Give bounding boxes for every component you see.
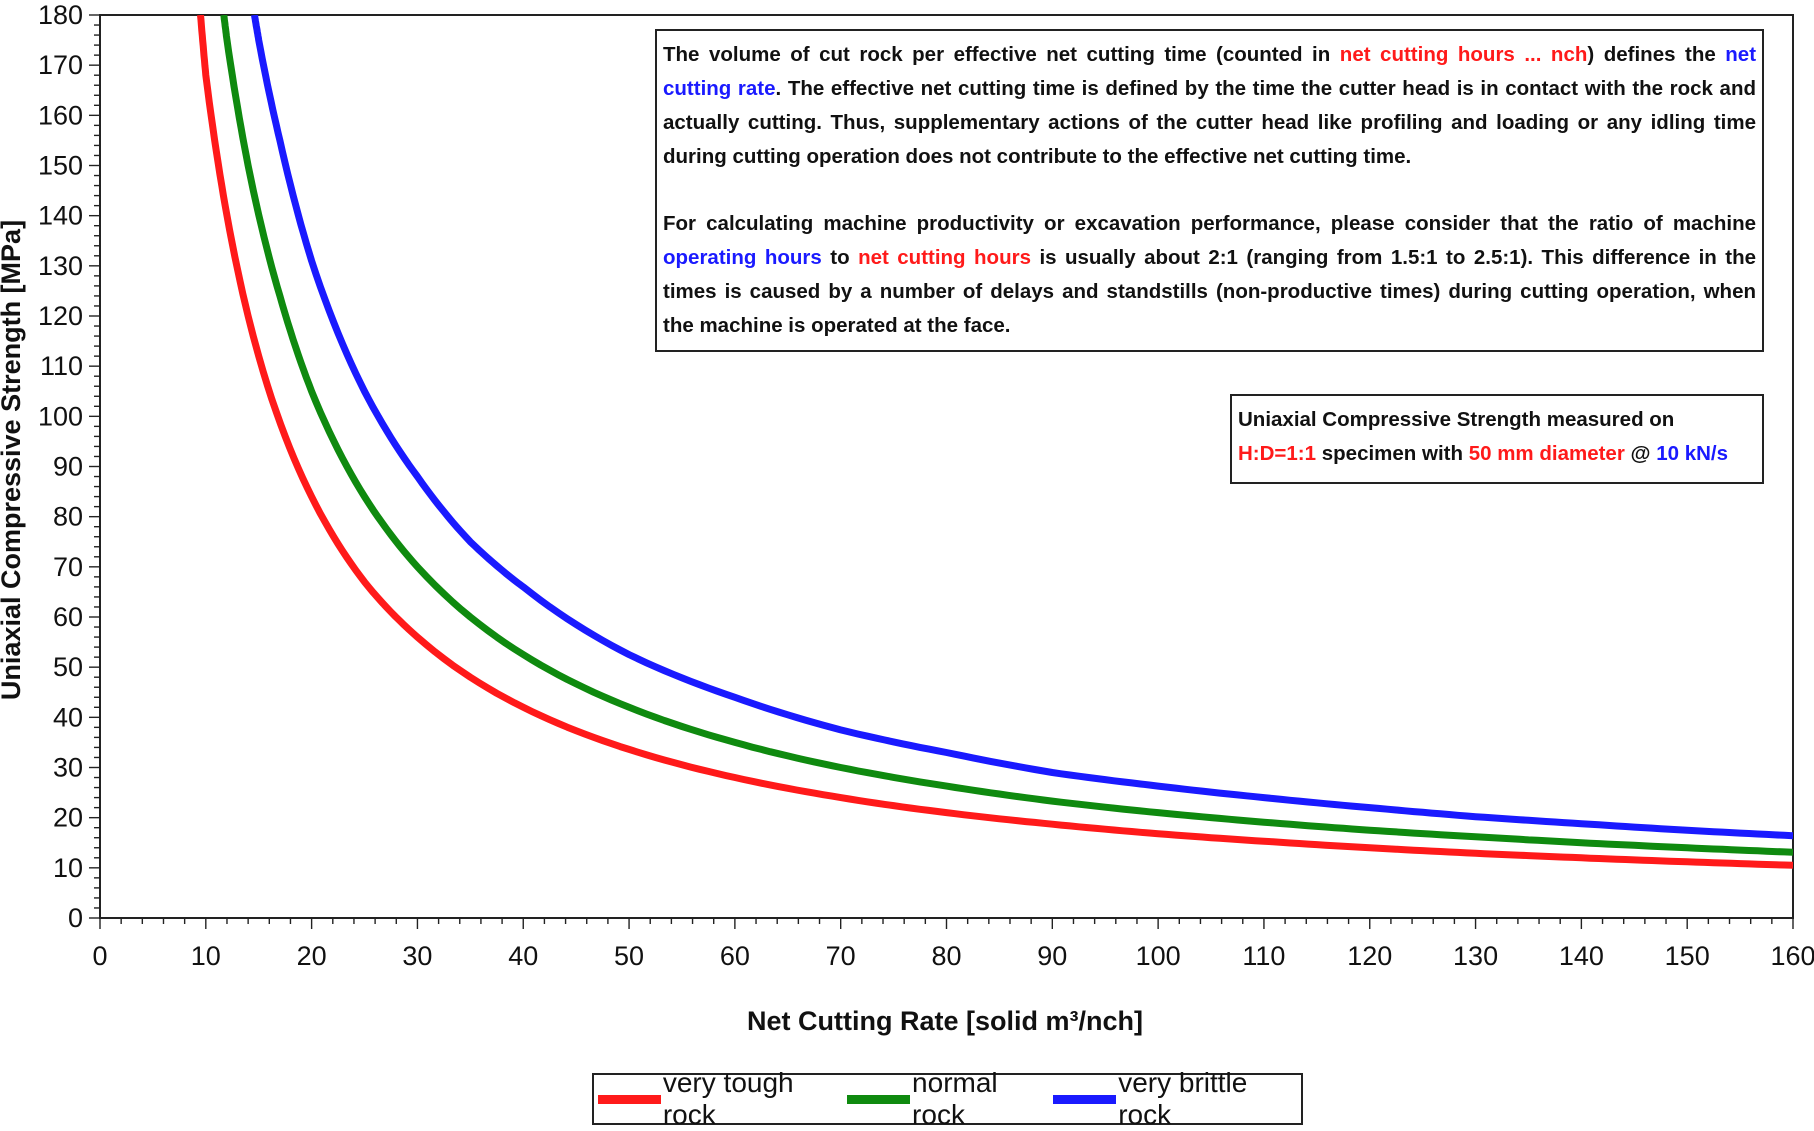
x-tick-label: 70 bbox=[826, 941, 856, 971]
x-tick-label: 110 bbox=[1242, 941, 1285, 971]
text-run: operating hours bbox=[663, 246, 822, 269]
x-tick-label: 130 bbox=[1453, 941, 1498, 971]
text-run: net cutting hours ... nch bbox=[1339, 43, 1588, 66]
y-tick-label: 40 bbox=[53, 702, 83, 732]
y-tick-label: 50 bbox=[53, 652, 83, 682]
x-tick-label: 140 bbox=[1559, 941, 1604, 971]
text-run: For calculating machine productivity or … bbox=[663, 212, 1756, 235]
x-tick-label: 100 bbox=[1136, 941, 1181, 971]
text-run: . The effective net cutting time is defi… bbox=[663, 77, 1756, 168]
x-tick-label: 40 bbox=[508, 941, 538, 971]
y-tick-label: 70 bbox=[53, 552, 83, 582]
y-tick-label: 110 bbox=[40, 351, 83, 381]
text-run: ) defines the bbox=[1587, 43, 1726, 66]
x-tick-label: 80 bbox=[931, 941, 961, 971]
x-tick-label: 50 bbox=[614, 941, 644, 971]
legend-item: very tough rock bbox=[598, 1067, 845, 1131]
y-tick-label: 160 bbox=[38, 100, 83, 130]
legend: very tough rock normal rock very brittle r… bbox=[592, 1067, 1303, 1130]
legend-label: normal rock bbox=[912, 1067, 998, 1130]
text-run: specimen with bbox=[1316, 442, 1469, 465]
ucs-note-box: Uniaxial Compressive Strength measured o… bbox=[1230, 394, 1764, 484]
text-run: net cutting rate bbox=[663, 43, 1757, 100]
text-run: to bbox=[821, 246, 859, 269]
text-run: Uniaxial Compressive Strength measured o… bbox=[1238, 408, 1675, 431]
text-run: 50 mm diameter bbox=[1468, 442, 1625, 465]
y-tick-label: 60 bbox=[53, 602, 83, 632]
x-tick-label: 60 bbox=[720, 941, 750, 971]
text-run: @ bbox=[1624, 442, 1657, 465]
text-run: is usually about 2:1 (ranging from 1.5:1… bbox=[663, 246, 1756, 337]
legend-label: very brittle rock bbox=[1118, 1067, 1248, 1130]
y-tick-label: 140 bbox=[38, 201, 83, 231]
y-tick-label: 10 bbox=[53, 853, 83, 883]
y-tick-label: 180 bbox=[38, 0, 83, 30]
text-run: net cutting hours bbox=[858, 246, 1031, 269]
y-axis-title: Uniaxial Compressive Strength [MPa] bbox=[0, 220, 26, 700]
y-tick-label: 130 bbox=[38, 251, 83, 281]
series-line-very-tough-rock bbox=[197, 15, 1793, 869]
y-tick-label: 100 bbox=[38, 401, 83, 431]
legend-item: normal rock bbox=[847, 1067, 1051, 1131]
legend-label: very tough rock bbox=[662, 1067, 794, 1130]
y-tick-label: 150 bbox=[38, 151, 83, 181]
tick-labels: 0 10 20 30 40 50 60 70 80 90 100 110 120 130 140 150 160… bbox=[38, 0, 1814, 971]
series-line-normal-rock bbox=[220, 15, 1793, 856]
x-tick-label: 90 bbox=[1037, 941, 1067, 971]
x-tick-label: 150 bbox=[1665, 941, 1710, 971]
legend-swatch bbox=[1053, 1094, 1117, 1104]
y-tick-label: 80 bbox=[53, 502, 83, 532]
legend-swatch bbox=[847, 1094, 911, 1104]
legend-swatch bbox=[598, 1094, 661, 1104]
x-tick-label: 0 bbox=[92, 941, 107, 971]
text-run: The volume of cut rock per effective net… bbox=[663, 43, 1340, 66]
x-tick-label: 120 bbox=[1347, 941, 1392, 971]
y-tick-label: 90 bbox=[53, 452, 83, 482]
y-tick-label: 0 bbox=[68, 903, 83, 933]
y-tick-label: 20 bbox=[53, 803, 83, 833]
x-tick-label: 160 bbox=[1770, 941, 1814, 971]
info-box: The volume of cut rock per effective net… bbox=[655, 29, 1764, 352]
legend-item: very brittle rock bbox=[1053, 1067, 1299, 1131]
y-tick-label: 120 bbox=[38, 301, 83, 331]
info-paragraph-2: For calculating machine productivity or … bbox=[663, 207, 1756, 343]
x-tick-label: 30 bbox=[402, 941, 432, 971]
info-paragraph-1: The volume of cut rock per effective net… bbox=[663, 38, 1756, 174]
series-line-very-brittle-rock bbox=[251, 15, 1793, 840]
x-tick-label: 20 bbox=[297, 941, 327, 971]
x-axis-title: Net Cutting Rate [solid m³/nch] bbox=[747, 1006, 1143, 1036]
text-run: H:D=1:1 bbox=[1238, 442, 1317, 465]
x-tick-label: 10 bbox=[191, 941, 221, 971]
series bbox=[197, 15, 1793, 869]
y-tick-label: 30 bbox=[53, 753, 83, 783]
text-run: 10 kN/s bbox=[1656, 442, 1729, 465]
y-tick-label: 170 bbox=[38, 50, 83, 80]
